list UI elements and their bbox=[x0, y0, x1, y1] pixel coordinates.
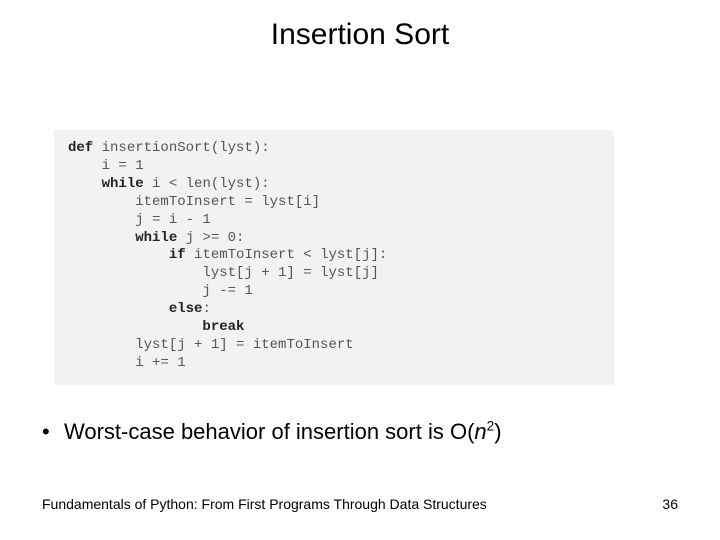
page-number: 36 bbox=[662, 496, 678, 512]
bullet-var: n bbox=[474, 419, 486, 444]
bullet-text-post: ) bbox=[494, 419, 501, 444]
bullet-marker: • bbox=[42, 418, 64, 446]
slide-title: Insertion Sort bbox=[0, 18, 720, 52]
bullet-line: •Worst-case behavior of insertion sort i… bbox=[42, 418, 682, 446]
bullet-text-pre: Worst-case behavior of insertion sort is… bbox=[64, 419, 474, 444]
slide: Insertion Sort def insertionSort(lyst): … bbox=[0, 0, 720, 540]
footer-text: Fundamentals of Python: From First Progr… bbox=[42, 496, 682, 512]
code-listing: def insertionSort(lyst): i = 1 while i <… bbox=[68, 140, 600, 373]
code-block: def insertionSort(lyst): i = 1 while i <… bbox=[54, 130, 614, 385]
